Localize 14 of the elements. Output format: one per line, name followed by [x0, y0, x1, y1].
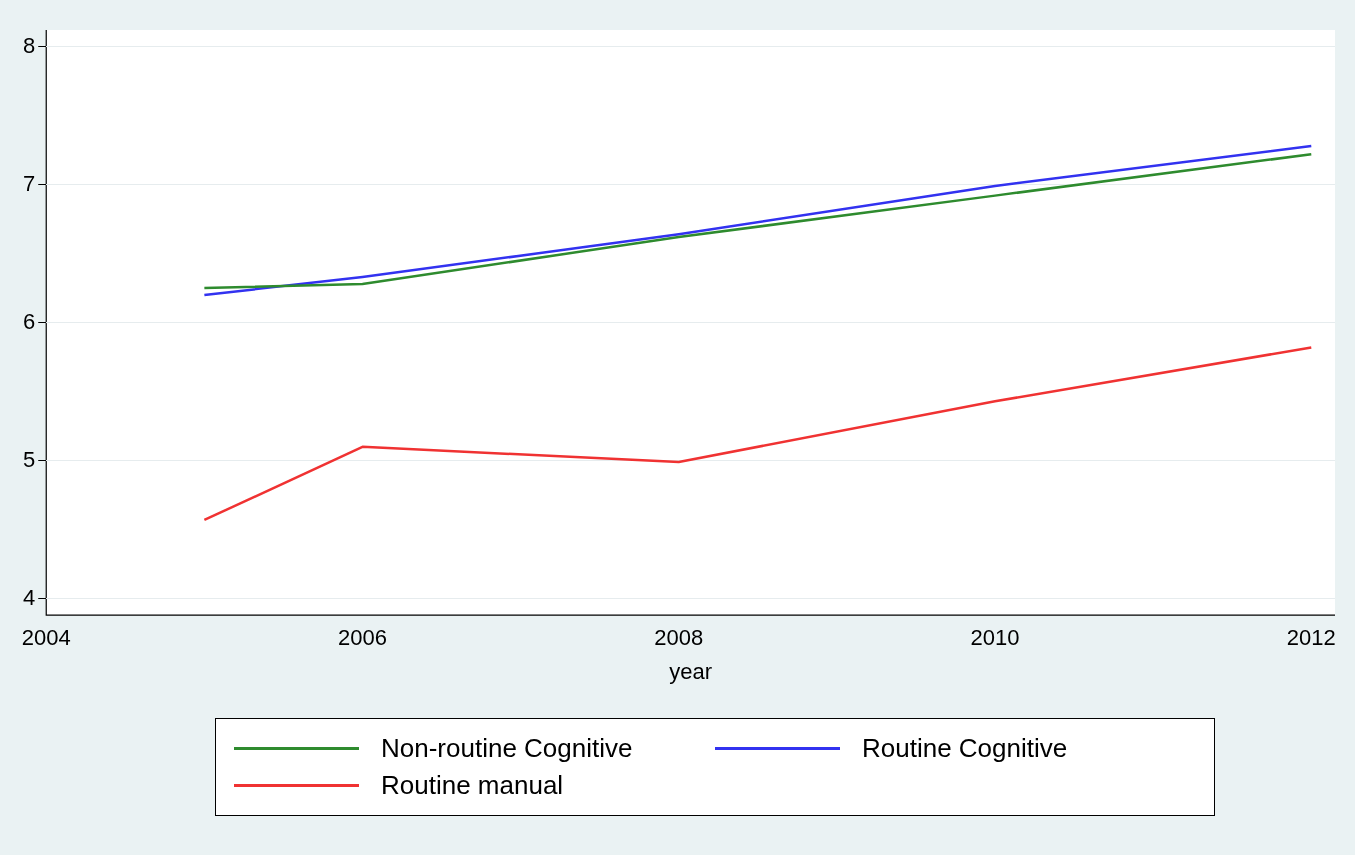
legend-label: Non-routine Cognitive — [381, 733, 633, 764]
y-tick-label: 8 — [22, 32, 36, 58]
x-tick-label: 2010 — [970, 625, 1020, 651]
x-tick-label: 2008 — [654, 625, 704, 651]
y-tick-label: 6 — [22, 308, 36, 334]
x-tick-label: 2004 — [21, 625, 71, 651]
legend-label: Routine manual — [381, 770, 564, 801]
y-tick-label: 7 — [22, 170, 36, 196]
x-tick-label: 2006 — [338, 625, 387, 651]
y-tick-label: 4 — [22, 584, 36, 610]
x-axis-title: year — [669, 658, 713, 684]
legend-label: Routine Cognitive — [862, 733, 1068, 764]
y-tick-label: 5 — [22, 446, 36, 472]
x-tick-label: 2012 — [1286, 625, 1336, 651]
